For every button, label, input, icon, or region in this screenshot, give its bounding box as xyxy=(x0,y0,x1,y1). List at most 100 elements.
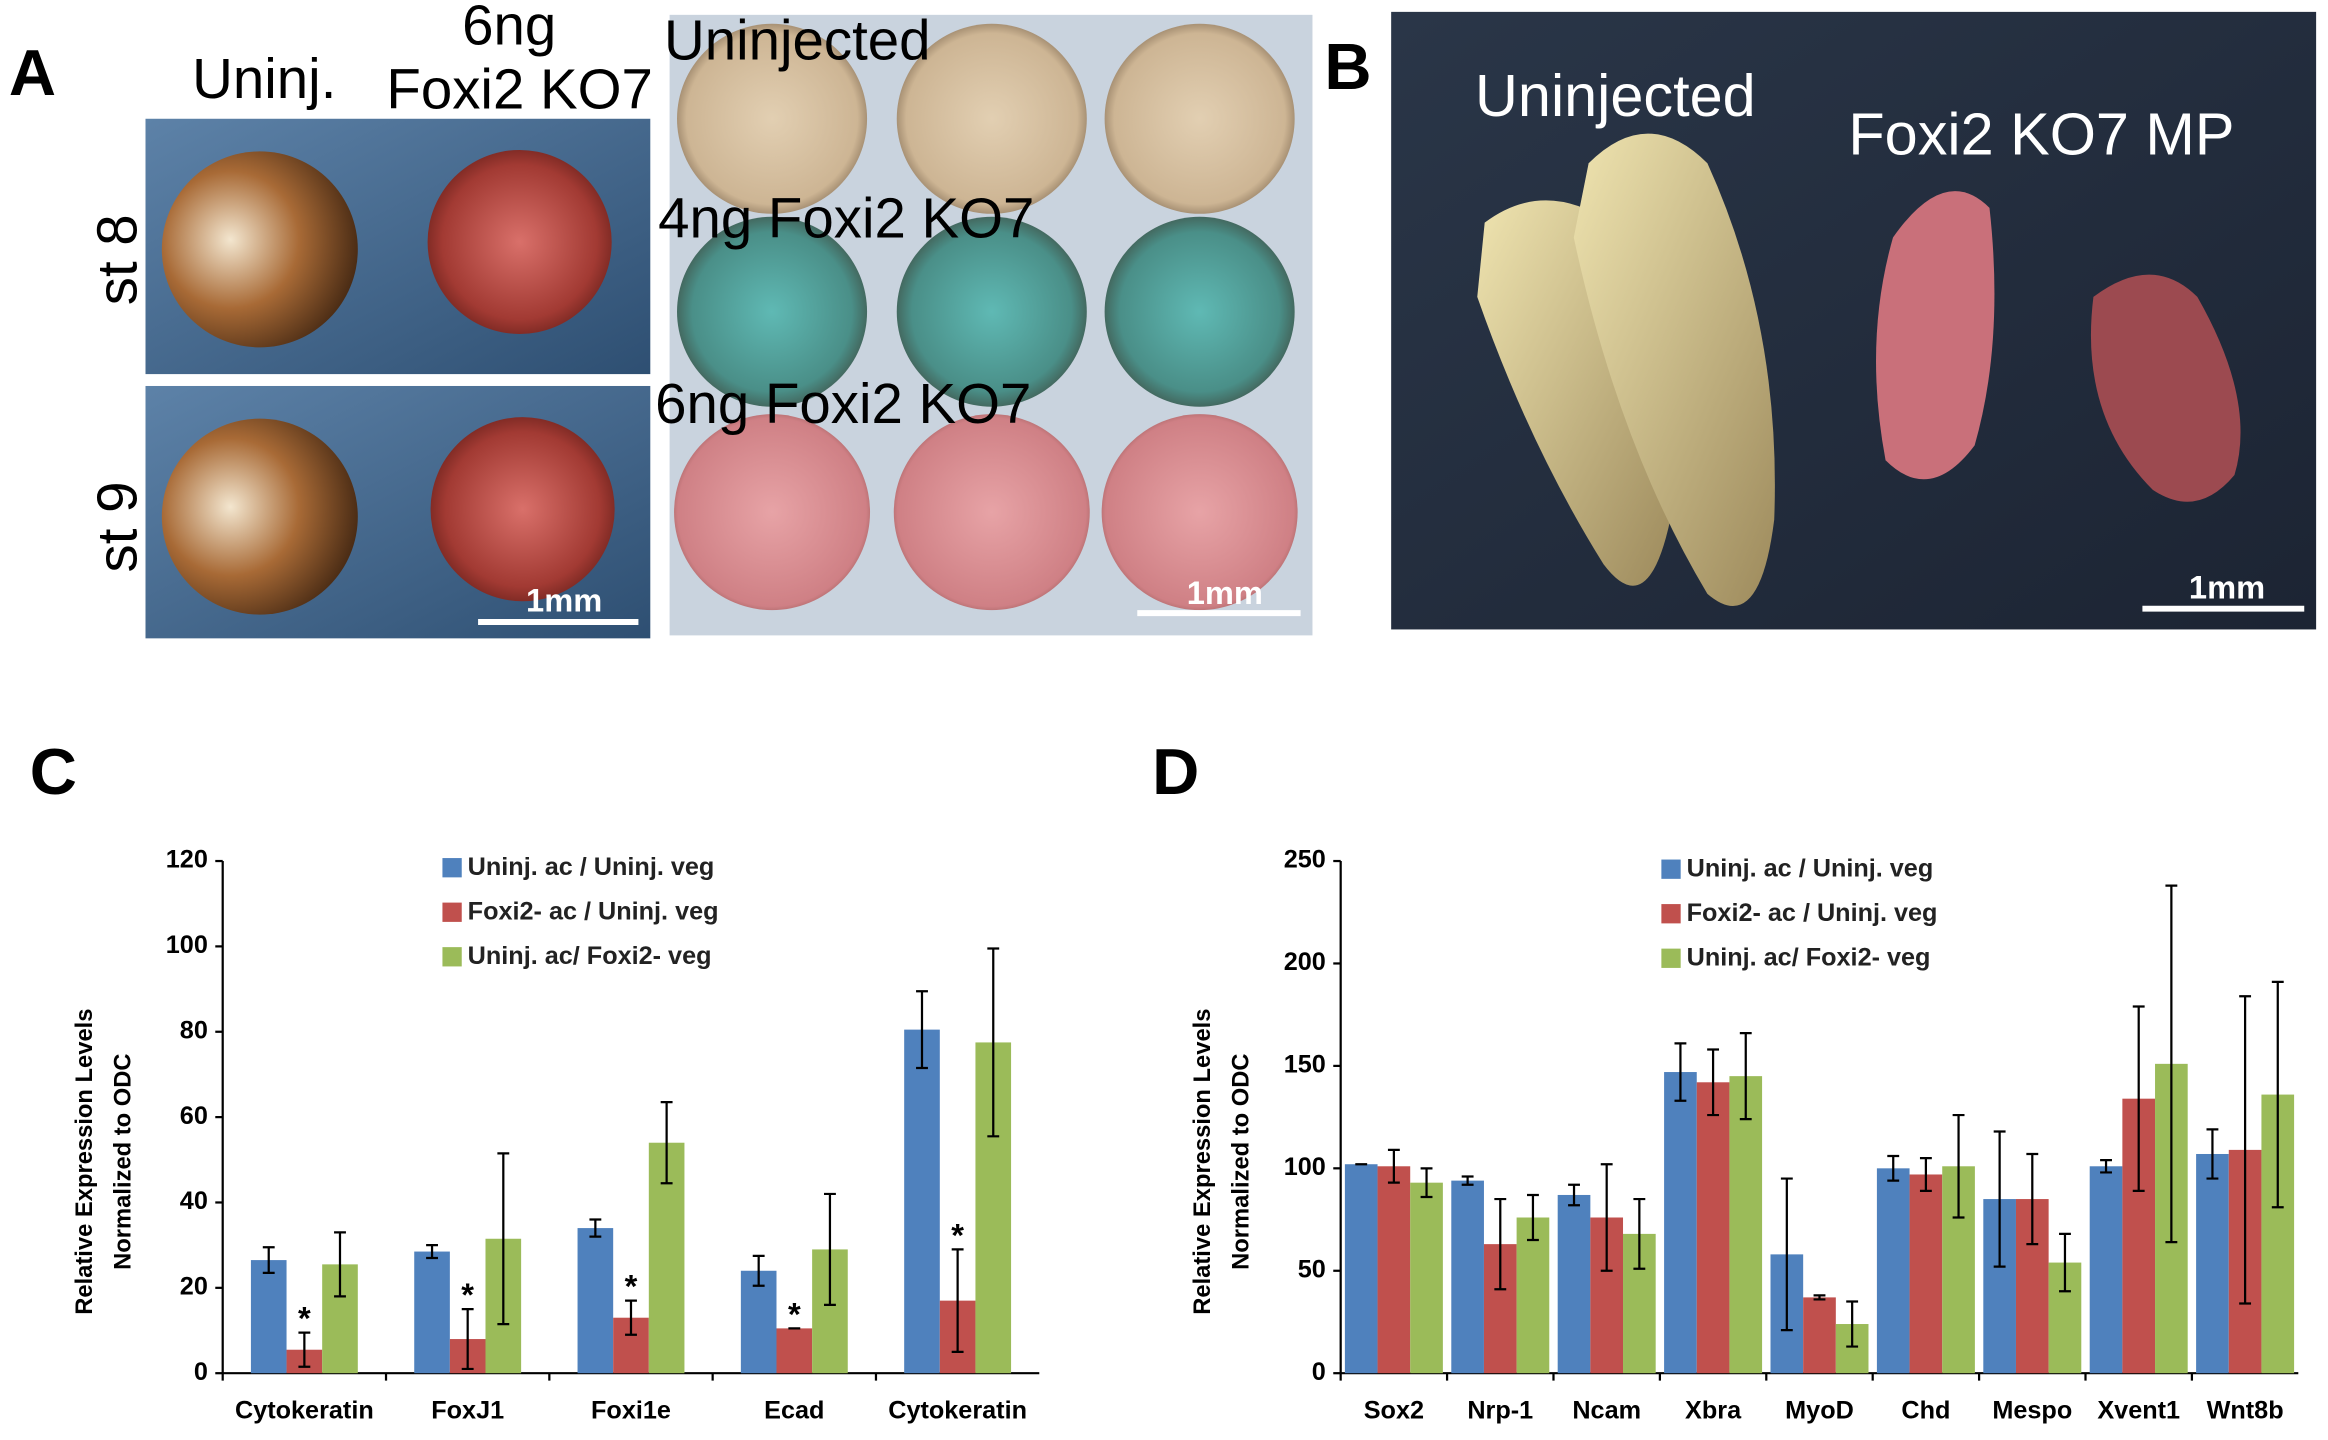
error-bar xyxy=(589,1218,602,1238)
error-bar xyxy=(1846,1300,1859,1348)
y-tick-label: 150 xyxy=(1284,1051,1326,1079)
error-bar xyxy=(426,1244,438,1260)
embryo xyxy=(2090,274,2241,502)
embryo xyxy=(1573,133,1775,606)
y-tick-label: 120 xyxy=(166,846,208,874)
x-tick-label: Sox2 xyxy=(1364,1396,1424,1424)
x-tick-label: Xvent1 xyxy=(2097,1396,2180,1424)
error-bar xyxy=(2239,995,2252,1305)
error-bar xyxy=(1887,1154,1900,1182)
error-bar xyxy=(1387,1148,1400,1184)
plate-label: 4ng Foxi2 KO7 xyxy=(658,187,1034,250)
error-bar xyxy=(1527,1193,1539,1242)
x-tick-label: Foxi1e xyxy=(591,1396,671,1424)
error-bar xyxy=(1780,1177,1793,1332)
y-tick-label: 20 xyxy=(180,1273,208,1301)
x-tick-label: MyoD xyxy=(1785,1396,1854,1424)
error-bar xyxy=(660,1101,673,1185)
y-axis-label: Normalized to ODC xyxy=(110,1053,137,1269)
error-bar xyxy=(916,990,928,1070)
embryo xyxy=(161,151,358,348)
bar xyxy=(414,1251,450,1374)
y-tick-label: 100 xyxy=(1284,1153,1326,1181)
legend-label: Uninj. ac / Uninj. veg xyxy=(468,853,715,881)
embryo xyxy=(674,414,871,611)
y-tick-label: 0 xyxy=(194,1358,208,1386)
error-bar xyxy=(298,1331,311,1368)
panel-label: C xyxy=(30,735,77,808)
y-tick-label: 200 xyxy=(1284,948,1326,976)
y-tick-label: 60 xyxy=(180,1102,208,1130)
error-bar xyxy=(824,1192,836,1307)
legend-label: Foxi2- ac / Uninj. veg xyxy=(468,898,719,926)
x-tick-label: Cytokeratin xyxy=(235,1396,374,1424)
embryo xyxy=(896,23,1087,214)
bar xyxy=(1876,1168,1910,1374)
bar xyxy=(1696,1082,1730,1374)
error-bar xyxy=(461,1308,474,1371)
significance-mark: * xyxy=(298,1300,311,1337)
significance-mark: * xyxy=(461,1276,474,1313)
legend-label: Uninj. ac/ Foxi2- veg xyxy=(1687,944,1931,972)
error-bar xyxy=(2271,980,2284,1209)
bar xyxy=(1729,1076,1763,1374)
photo-label: Foxi2 KO7 MP xyxy=(1848,100,2234,167)
bar xyxy=(577,1228,614,1374)
error-bar xyxy=(987,947,1000,1138)
legend-swatch xyxy=(1661,948,1681,968)
error-bar xyxy=(1707,1048,1720,1117)
embryo xyxy=(677,23,868,214)
bar xyxy=(1664,1072,1697,1374)
embryo xyxy=(893,414,1090,611)
y-axis-label: Relative Expression Levels xyxy=(71,1009,98,1315)
scale-label: 1mm xyxy=(526,582,602,619)
legend-label: Foxi2- ac / Uninj. veg xyxy=(1687,899,1938,927)
error-bar xyxy=(625,1299,637,1336)
bar xyxy=(1410,1182,1443,1374)
error-bar xyxy=(951,1248,964,1353)
embryo xyxy=(161,418,358,615)
error-bar xyxy=(1993,1130,2006,1268)
significance-mark: * xyxy=(625,1268,638,1305)
plate-label: Uninjected xyxy=(664,8,931,71)
row-label: st 8 xyxy=(86,214,149,305)
bar xyxy=(1909,1174,1943,1374)
x-tick-label: Mespo xyxy=(1992,1396,2072,1424)
x-tick-label: Ecad xyxy=(764,1396,824,1424)
embryo xyxy=(1876,191,1995,480)
error-bar xyxy=(2026,1152,2039,1246)
y-tick-label: 40 xyxy=(180,1187,208,1215)
y-tick-label: 80 xyxy=(180,1016,208,1044)
bar xyxy=(1451,1180,1484,1374)
error-bar xyxy=(1600,1163,1613,1272)
bar xyxy=(776,1328,813,1374)
embryo xyxy=(430,417,615,602)
bar xyxy=(1377,1166,1411,1374)
scale-label: 1mm xyxy=(1187,574,1263,611)
error-bar xyxy=(2132,1005,2145,1192)
photo-label: Uninjected xyxy=(1475,62,1756,129)
bar xyxy=(1516,1217,1550,1374)
error-bar xyxy=(497,1152,510,1326)
embryo xyxy=(896,216,1087,407)
error-bar xyxy=(1739,1032,1752,1121)
y-axis-label: Relative Expression Levels xyxy=(1189,1009,1216,1315)
legend-label: Uninj. ac / Uninj. veg xyxy=(1687,855,1934,883)
x-tick-label: Xbra xyxy=(1685,1396,1742,1424)
bar xyxy=(250,1260,287,1374)
bar xyxy=(1557,1194,1591,1374)
embryo xyxy=(427,149,612,335)
bar xyxy=(740,1270,777,1374)
plate-label: 6ng Foxi2 KO7 xyxy=(655,372,1031,435)
error-bar xyxy=(1813,1294,1826,1301)
panel-label: D xyxy=(1152,735,1199,808)
embryo xyxy=(677,216,868,407)
column-label: Uninj. xyxy=(192,47,336,110)
y-tick-label: 250 xyxy=(1284,846,1326,874)
error-bar xyxy=(2100,1159,2112,1174)
error-bar xyxy=(1919,1156,1932,1192)
x-tick-label: FoxJ1 xyxy=(431,1396,504,1424)
embryo xyxy=(1101,414,1298,611)
y-tick-label: 0 xyxy=(1312,1358,1326,1386)
